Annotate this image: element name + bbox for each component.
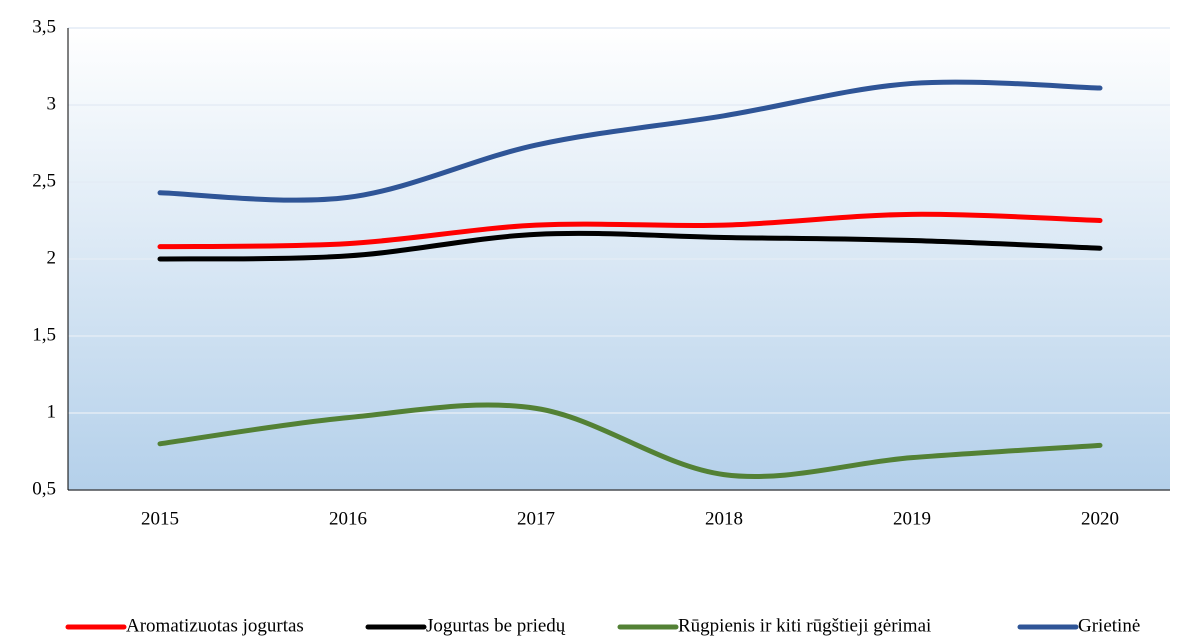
y-tick-label: 3,5 [32, 16, 56, 37]
y-tick-label: 2 [47, 247, 57, 268]
x-tick-label: 2015 [141, 508, 179, 529]
y-tick-label: 2,5 [32, 170, 56, 191]
line-series [157, 230, 1103, 262]
legend-label: Grietinė [1078, 615, 1140, 636]
legend-label: Jogurtas be priedų [426, 615, 566, 636]
y-tick-label: 0,5 [32, 478, 56, 499]
y-tick-label: 3 [47, 93, 57, 114]
x-tick-label: 2018 [705, 508, 743, 529]
x-tick-label: 2017 [517, 508, 555, 529]
x-tick-label: 2016 [329, 508, 367, 529]
line-series [157, 402, 1103, 480]
x-tick-label: 2019 [893, 508, 931, 529]
y-tick-label: 1 [47, 401, 57, 422]
x-tick-label: 2020 [1081, 508, 1119, 529]
legend-label: Rūgpienis ir kiti rūgštieji gėrimai [678, 615, 931, 636]
y-tick-label: 1,5 [32, 324, 56, 345]
line-series [157, 79, 1103, 203]
line-series [157, 211, 1103, 250]
legend-label: Aromatizuotas jogurtas [126, 615, 304, 636]
